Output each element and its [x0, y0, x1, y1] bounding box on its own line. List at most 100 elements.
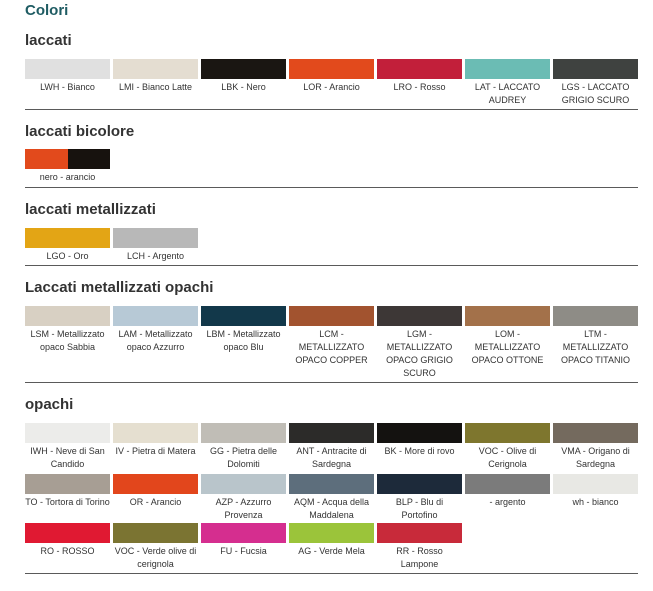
- swatch-label: LCH - Argento: [126, 251, 185, 261]
- swatch-label: LGM - METALLIZZATO OPACO GRIGIO SCURO: [386, 329, 453, 378]
- color-swatch: [25, 523, 110, 543]
- swatch-label: LGO - Oro: [46, 251, 89, 261]
- swatch-label: RO - ROSSO: [40, 546, 95, 556]
- swatch-label: AZP - Azzurro Provenza: [215, 497, 272, 520]
- section-title-metallizzati-opachi: Laccati metallizzati opachi: [25, 279, 214, 296]
- swatch-label: LTM - METALLIZZATO OPACO TITANIO: [560, 329, 630, 365]
- swatch-label: LAM - Metallizzato opaco Azzurro: [118, 329, 193, 352]
- swatch-label: TO - Tortora di Torino: [25, 497, 110, 507]
- page-title: Colori: [25, 2, 69, 19]
- bicolor-swatch: [25, 149, 110, 169]
- swatch-row: IWH - Neve di San Candido IV - Pietra di …: [25, 423, 638, 471]
- swatch-label: IWH - Neve di San Candido: [30, 446, 105, 469]
- color-swatch-item: VMA - Origano di Sardegna: [553, 423, 638, 471]
- color-swatch-item: LAM - Metallizzato opaco Azzurro: [113, 306, 198, 380]
- swatch-row: LGO - Oro LCH - Argento: [25, 228, 198, 263]
- color-swatch-item: LCH - Argento: [113, 228, 198, 263]
- color-swatch: [377, 59, 462, 79]
- section-title-opachi: opachi: [25, 396, 74, 413]
- color-swatch-item: VOC - Olive di Cerignola: [465, 423, 550, 471]
- color-swatch-item: LMI - Bianco Latte: [113, 59, 198, 107]
- color-swatch-item: AQM - Acqua della Maddalena: [289, 474, 374, 522]
- color-swatch-item: RO - ROSSO: [25, 523, 110, 571]
- color-swatch: [465, 59, 550, 79]
- color-swatch: [289, 474, 374, 494]
- section-divider: [25, 382, 638, 383]
- color-swatch-item: LBK - Nero: [201, 59, 286, 107]
- swatch-row: RO - ROSSO VOC - Verde olive di cerignola…: [25, 523, 462, 571]
- color-swatch: [113, 306, 198, 326]
- color-swatch-item: BK - More di rovo: [377, 423, 462, 471]
- section-title-metallizzati: laccati metallizzati: [25, 201, 156, 218]
- swatch-label: BLP - Blu di Portofino: [395, 497, 444, 520]
- color-swatch-item: ANT - Antracite di Sardegna: [289, 423, 374, 471]
- color-swatch: [113, 474, 198, 494]
- color-swatch-item: VOC - Verde olive di cerignola: [113, 523, 198, 571]
- color-swatch-item: - argento: [465, 474, 550, 522]
- color-swatch-item: LAT - LACCATO AUDREY: [465, 59, 550, 107]
- color-swatch: [289, 423, 374, 443]
- color-swatch: [25, 306, 110, 326]
- color-swatch-item: GG - Pietra delle Dolomiti: [201, 423, 286, 471]
- swatch-label: VOC - Verde olive di cerignola: [114, 546, 197, 569]
- swatch-row: LSM - Metallizzato opaco Sabbia LAM - Met…: [25, 306, 638, 380]
- swatch-label: GG - Pietra delle Dolomiti: [209, 446, 278, 469]
- swatch-row: nero - arancio: [25, 149, 110, 184]
- color-swatch-item: OR - Arancio: [113, 474, 198, 522]
- color-swatch: [25, 59, 110, 79]
- swatch-row: TO - Tortora di Torino OR - Arancio AZP - …: [25, 474, 638, 522]
- section-title-laccati: laccati: [25, 32, 72, 49]
- color-swatch-item: LGO - Oro: [25, 228, 110, 263]
- color-swatch: [465, 306, 550, 326]
- color-swatch: [201, 474, 286, 494]
- swatch-color-primary: [25, 149, 68, 169]
- swatch-label: LBK - Nero: [221, 82, 266, 92]
- color-swatch: [289, 306, 374, 326]
- color-swatch-item: LSM - Metallizzato opaco Sabbia: [25, 306, 110, 380]
- color-swatch: [289, 523, 374, 543]
- color-swatch: [113, 228, 198, 248]
- color-swatch: [377, 474, 462, 494]
- color-swatch: [25, 228, 110, 248]
- color-swatch: [553, 306, 638, 326]
- swatch-label: LAT - LACCATO AUDREY: [474, 82, 541, 105]
- color-swatch-item: BLP - Blu di Portofino: [377, 474, 462, 522]
- swatch-label: VMA - Origano di Sardegna: [561, 446, 630, 469]
- color-swatch: [377, 306, 462, 326]
- swatch-label: - argento: [489, 497, 526, 507]
- section-divider: [25, 265, 638, 266]
- swatch-label: OR - Arancio: [129, 497, 182, 507]
- color-swatch: [465, 423, 550, 443]
- swatch-label: LWH - Bianco: [40, 82, 95, 92]
- color-swatch-item: RR - Rosso Lampone: [377, 523, 462, 571]
- color-swatch: [289, 59, 374, 79]
- color-swatch: [553, 474, 638, 494]
- swatch-label: FU - Fucsia: [220, 546, 267, 556]
- swatch-label: ANT - Antracite di Sardegna: [296, 446, 367, 469]
- swatch-label: LBM - Metallizzato opaco Blu: [206, 329, 281, 352]
- color-swatch: [553, 423, 638, 443]
- color-swatch-item: AZP - Azzurro Provenza: [201, 474, 286, 522]
- swatch-label: LOM - METALLIZZATO OPACO OTTONE: [471, 329, 544, 365]
- swatch-row: LWH - Bianco LMI - Bianco Latte LBK - Nero…: [25, 59, 638, 107]
- color-swatch-item: LWH - Bianco: [25, 59, 110, 107]
- color-swatch-item: wh - bianco: [553, 474, 638, 522]
- swatch-label: LMI - Bianco Latte: [118, 82, 193, 92]
- swatch-label: LGS - LACCATO GRIGIO SCURO: [561, 82, 630, 105]
- color-swatch: [113, 523, 198, 543]
- color-swatch-item: LTM - METALLIZZATO OPACO TITANIO: [553, 306, 638, 380]
- swatch-label: LRO - Rosso: [393, 82, 446, 92]
- color-swatch-item: LBM - Metallizzato opaco Blu: [201, 306, 286, 380]
- color-swatch: [113, 59, 198, 79]
- color-swatch: [201, 59, 286, 79]
- swatch-label: RR - Rosso Lampone: [396, 546, 443, 569]
- color-swatch-item: LOR - Arancio: [289, 59, 374, 107]
- color-swatch: [465, 474, 550, 494]
- swatch-label: LCM - METALLIZZATO OPACO COPPER: [295, 329, 368, 365]
- color-swatch: [377, 423, 462, 443]
- color-swatch-item: LGM - METALLIZZATO OPACO GRIGIO SCURO: [377, 306, 462, 380]
- swatch-label: wh - bianco: [572, 497, 619, 507]
- color-swatch: [25, 423, 110, 443]
- swatch-color-secondary: [67, 149, 110, 169]
- color-swatch: [201, 423, 286, 443]
